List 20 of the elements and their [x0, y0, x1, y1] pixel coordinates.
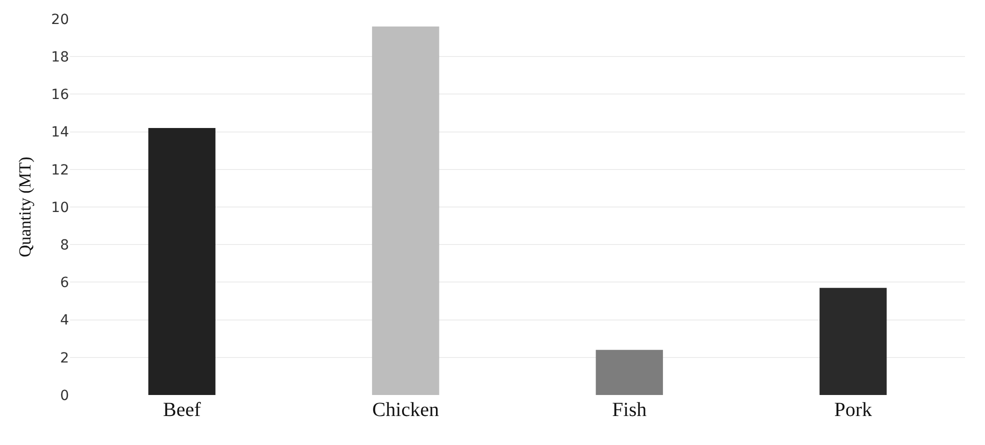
y-tick-label: 0: [60, 388, 69, 404]
bar: [596, 350, 663, 395]
x-tick-label: Fish: [612, 399, 647, 421]
y-tick-label: 2: [60, 350, 69, 366]
y-tick-label: 16: [51, 87, 70, 104]
y-tick-label: 14: [51, 124, 70, 141]
y-tick-label: 18: [51, 50, 69, 66]
y-tick-label: 12: [51, 162, 69, 178]
y-axis-title: Quantity (MT): [16, 156, 35, 258]
x-tick-label: Chicken: [372, 399, 439, 421]
bar: [820, 288, 887, 395]
x-tick-label: Beef: [162, 399, 202, 421]
y-tick-label: 6: [60, 275, 70, 292]
y-tick-label: 10: [51, 200, 69, 216]
y-tick-label: 20: [51, 12, 69, 28]
y-tick-label: 8: [60, 238, 69, 254]
bar: [372, 26, 440, 395]
x-tick-label: Pork: [834, 399, 872, 421]
bar: [148, 128, 216, 395]
y-tick-label: 4: [60, 312, 70, 329]
